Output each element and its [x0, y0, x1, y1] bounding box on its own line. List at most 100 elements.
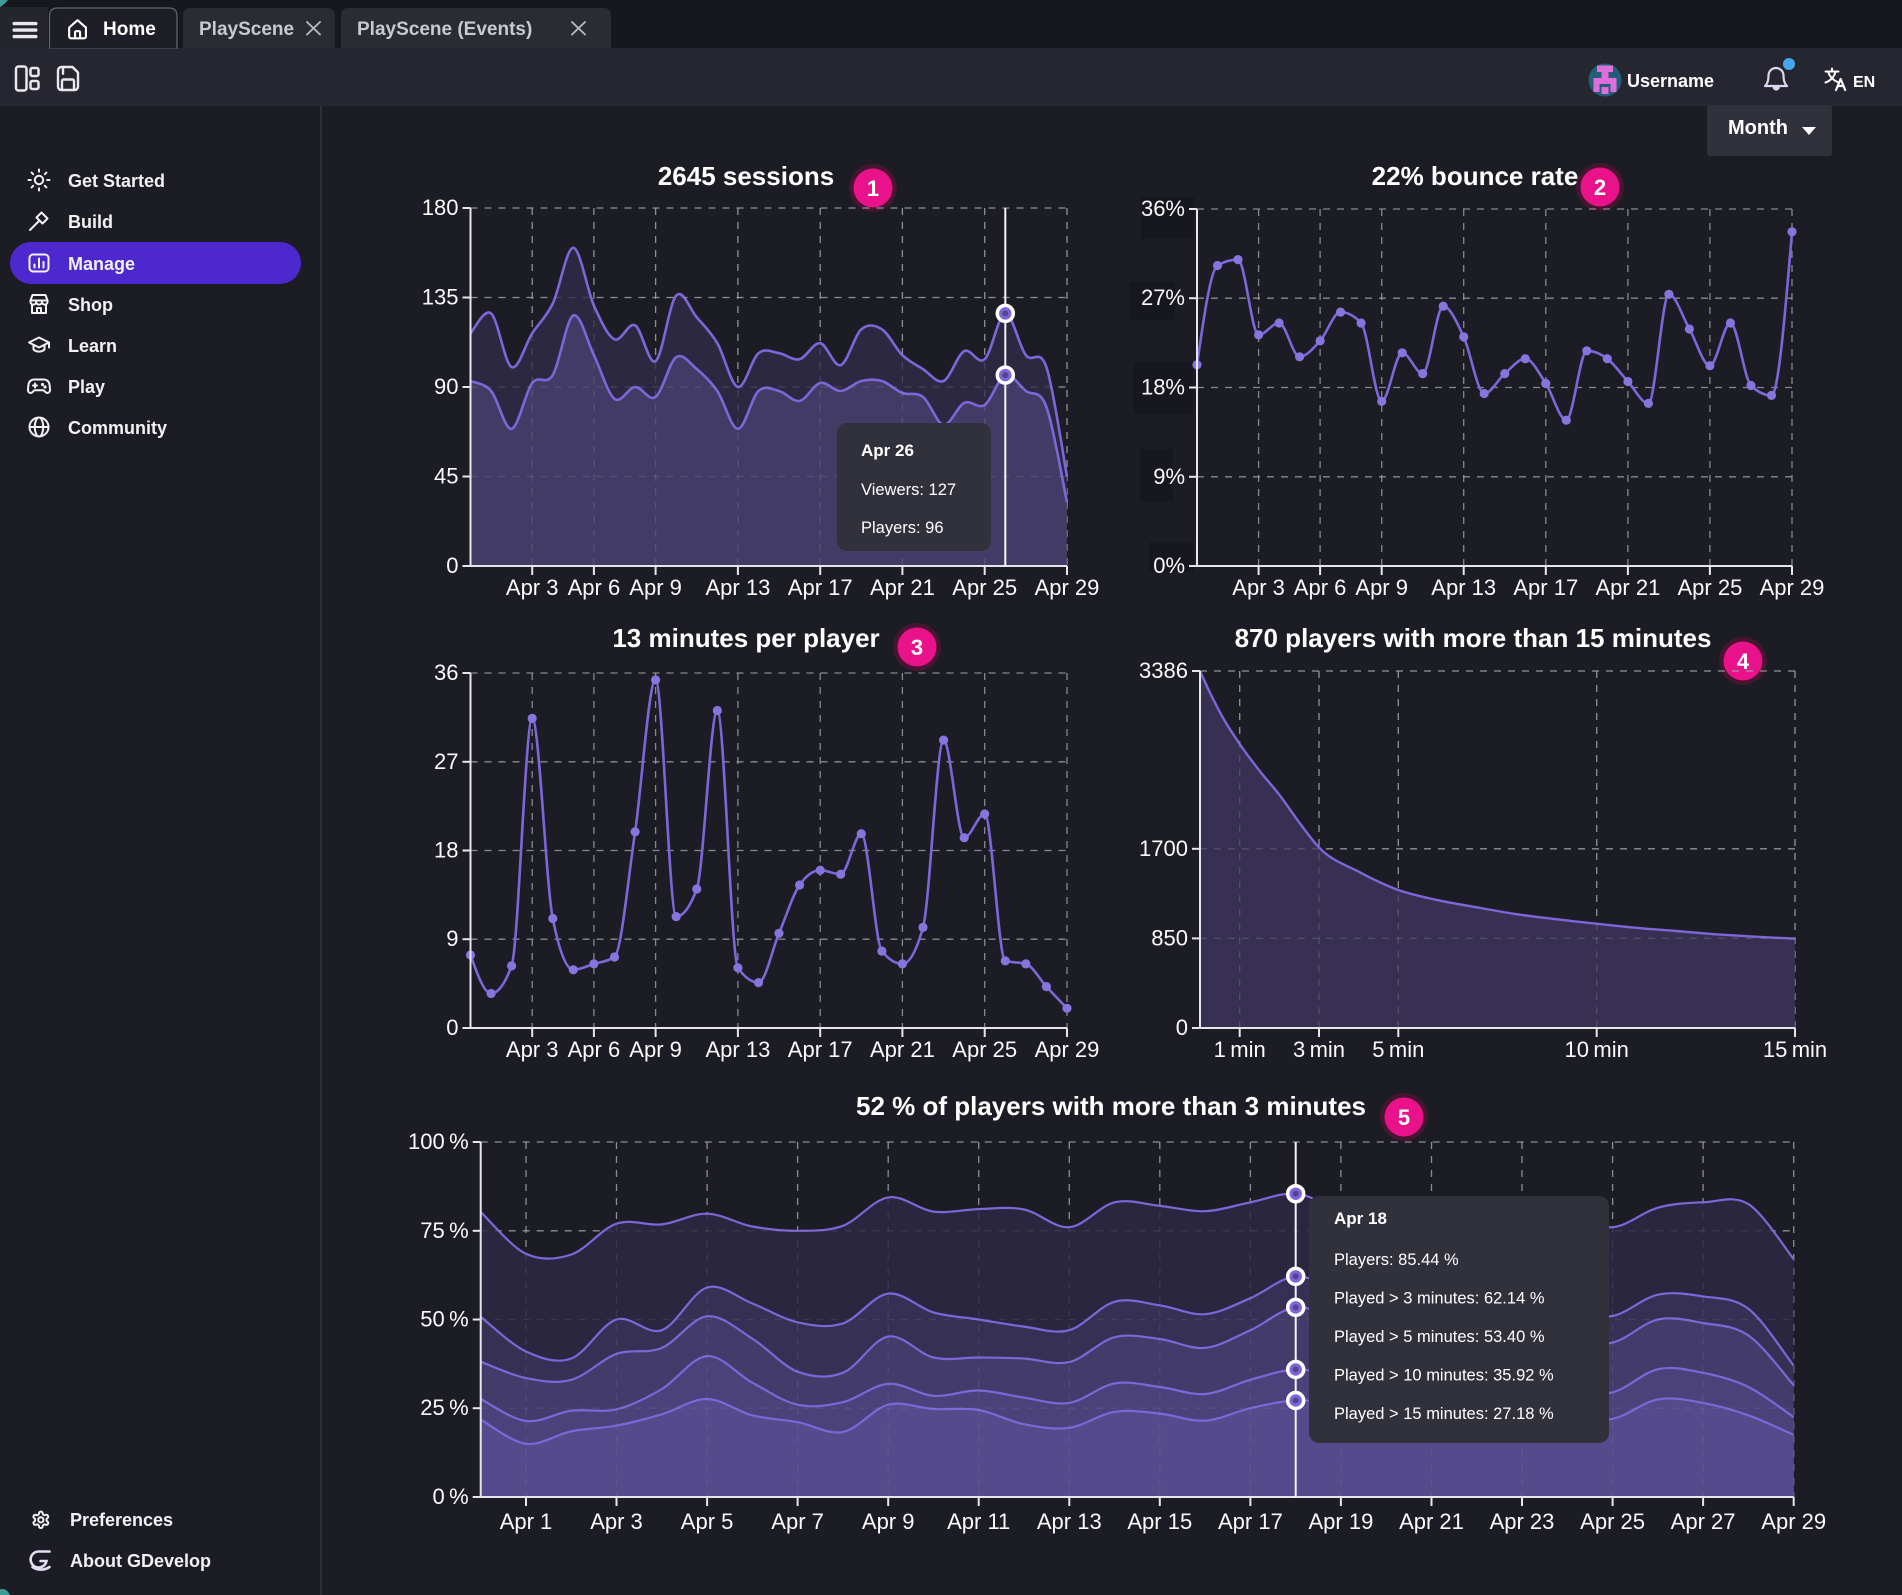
svg-text:Apr 21: Apr 21 [870, 1037, 935, 1062]
svg-text:5 min: 5 min [1372, 1037, 1424, 1062]
svg-text:Apr 25: Apr 25 [952, 1037, 1017, 1062]
svg-text:0%: 0% [1153, 553, 1185, 578]
svg-text:Apr 29: Apr 29 [1760, 575, 1825, 600]
svg-text:18: 18 [434, 838, 458, 863]
svg-text:25 %: 25 % [420, 1395, 468, 1420]
svg-text:Build: Build [68, 212, 113, 232]
svg-text:27: 27 [434, 749, 458, 774]
svg-text:PlayScene (Events): PlayScene (Events) [357, 19, 532, 40]
svg-text:4: 4 [1737, 649, 1750, 674]
svg-text:Apr 13: Apr 13 [1431, 575, 1496, 600]
svg-text:Apr 23: Apr 23 [1490, 1509, 1555, 1534]
svg-text:22% bounce rate: 22% bounce rate [1372, 161, 1579, 191]
svg-text:5: 5 [1398, 1105, 1410, 1130]
svg-text:45: 45 [434, 464, 458, 489]
svg-text:Learn: Learn [68, 336, 117, 356]
svg-text:13 minutes per player: 13 minutes per player [612, 623, 879, 653]
svg-text:Apr 7: Apr 7 [771, 1509, 824, 1534]
svg-text:135: 135 [422, 285, 459, 310]
svg-text:850: 850 [1151, 925, 1188, 950]
svg-text:Get Started: Get Started [68, 171, 165, 191]
svg-text:Played > 3 minutes: 62.14 %: Played > 3 minutes: 62.14 % [1334, 1290, 1545, 1308]
svg-text:Apr 29: Apr 29 [1035, 1037, 1100, 1062]
svg-text:Apr 5: Apr 5 [681, 1509, 734, 1534]
svg-text:Apr 13: Apr 13 [705, 1037, 770, 1062]
svg-text:Players: 85.44 %: Players: 85.44 % [1334, 1251, 1459, 1269]
svg-text:Apr 6: Apr 6 [568, 1037, 621, 1062]
svg-text:1700: 1700 [1139, 836, 1188, 861]
svg-text:Apr 9: Apr 9 [629, 575, 682, 600]
svg-text:15 min: 15 min [1763, 1037, 1827, 1062]
svg-text:Apr 11: Apr 11 [947, 1509, 1010, 1534]
svg-text:Apr 9: Apr 9 [862, 1509, 915, 1534]
svg-text:Apr 25: Apr 25 [1677, 575, 1742, 600]
svg-text:Apr 13: Apr 13 [705, 575, 770, 600]
svg-text:36: 36 [434, 660, 458, 685]
svg-text:Preferences: Preferences [70, 1510, 173, 1530]
svg-text:Apr 29: Apr 29 [1761, 1509, 1826, 1534]
svg-text:Apr 21: Apr 21 [1595, 575, 1660, 600]
svg-text:Players: 96: Players: 96 [861, 519, 944, 537]
svg-text:Username: Username [1627, 71, 1714, 91]
svg-text:Apr 15: Apr 15 [1127, 1509, 1192, 1534]
svg-text:PlayScene: PlayScene [199, 19, 294, 40]
svg-text:Apr 25: Apr 25 [952, 575, 1017, 600]
svg-text:180: 180 [422, 195, 459, 220]
svg-text:27%: 27% [1141, 285, 1185, 310]
svg-text:Apr 19: Apr 19 [1308, 1509, 1373, 1534]
svg-text:10 min: 10 min [1565, 1037, 1629, 1062]
svg-text:Apr 1: Apr 1 [500, 1509, 553, 1534]
svg-text:Apr 29: Apr 29 [1035, 575, 1100, 600]
svg-text:Viewers: 127: Viewers: 127 [861, 481, 956, 499]
svg-text:0 %: 0 % [432, 1484, 468, 1509]
svg-text:Apr 6: Apr 6 [568, 575, 621, 600]
svg-text:Apr 3: Apr 3 [590, 1509, 643, 1534]
svg-text:3386: 3386 [1139, 658, 1188, 683]
svg-text:Home: Home [103, 19, 156, 40]
svg-text:Apr 6: Apr 6 [1294, 575, 1347, 600]
svg-text:Apr 18: Apr 18 [1334, 1209, 1387, 1228]
svg-text:870 players with more than 15: 870 players with more than 15 minutes [1235, 623, 1712, 653]
svg-text:Apr 17: Apr 17 [1218, 1509, 1283, 1534]
svg-text:75 %: 75 % [420, 1218, 468, 1243]
svg-text:Community: Community [68, 418, 167, 438]
svg-text:1 min: 1 min [1214, 1037, 1266, 1062]
svg-text:90: 90 [434, 374, 458, 399]
svg-text:0: 0 [1176, 1015, 1188, 1040]
svg-text:Apr 27: Apr 27 [1671, 1509, 1736, 1534]
svg-text:18%: 18% [1141, 375, 1185, 400]
svg-text:Apr 17: Apr 17 [1513, 575, 1578, 600]
svg-text:36%: 36% [1141, 196, 1185, 221]
svg-text:Apr 3: Apr 3 [506, 1037, 559, 1062]
svg-text:Apr 3: Apr 3 [1232, 575, 1285, 600]
svg-text:3 min: 3 min [1293, 1037, 1345, 1062]
svg-text:Apr 17: Apr 17 [788, 1037, 853, 1062]
svg-text:EN: EN [1853, 74, 1875, 91]
svg-text:Apr 21: Apr 21 [870, 575, 935, 600]
svg-text:Apr 3: Apr 3 [506, 575, 559, 600]
svg-text:Apr 25: Apr 25 [1580, 1509, 1645, 1534]
svg-text:Apr 9: Apr 9 [629, 1037, 682, 1062]
svg-text:3: 3 [911, 635, 923, 660]
svg-text:Played > 5 minutes: 53.40 %: Played > 5 minutes: 53.40 % [1334, 1328, 1545, 1346]
svg-text:0: 0 [446, 1015, 458, 1040]
svg-text:0: 0 [446, 553, 458, 578]
svg-text:Manage: Manage [68, 254, 135, 274]
svg-text:Played > 15 minutes: 27.18 %: Played > 15 minutes: 27.18 % [1334, 1405, 1554, 1423]
svg-text:2: 2 [1594, 175, 1606, 200]
svg-text:100 %: 100 % [408, 1129, 469, 1154]
svg-text:Shop: Shop [68, 295, 113, 315]
svg-text:About GDevelop: About GDevelop [70, 1551, 211, 1571]
svg-text:50 %: 50 % [420, 1307, 468, 1332]
svg-text:1: 1 [867, 176, 879, 201]
svg-text:Apr 26: Apr 26 [861, 441, 914, 460]
svg-text:Apr 9: Apr 9 [1355, 575, 1408, 600]
svg-text:9: 9 [446, 926, 458, 951]
svg-text:Apr 21: Apr 21 [1399, 1509, 1464, 1534]
svg-text:2645 sessions: 2645 sessions [658, 161, 834, 191]
svg-text:Played > 10 minutes: 35.92 %: Played > 10 minutes: 35.92 % [1334, 1367, 1554, 1385]
svg-text:52 % of players with more than: 52 % of players with more than 3 minutes [856, 1091, 1366, 1121]
svg-text:Play: Play [68, 377, 105, 397]
svg-text:Apr 13: Apr 13 [1037, 1509, 1102, 1534]
svg-text:Apr 17: Apr 17 [788, 575, 853, 600]
